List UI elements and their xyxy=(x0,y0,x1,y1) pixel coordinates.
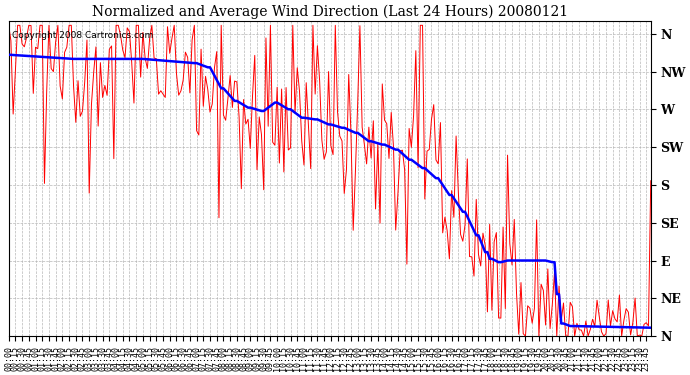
Text: Copyright 2008 Cartronics.com: Copyright 2008 Cartronics.com xyxy=(12,31,153,40)
Title: Normalized and Average Wind Direction (Last 24 Hours) 20080121: Normalized and Average Wind Direction (L… xyxy=(92,4,568,18)
